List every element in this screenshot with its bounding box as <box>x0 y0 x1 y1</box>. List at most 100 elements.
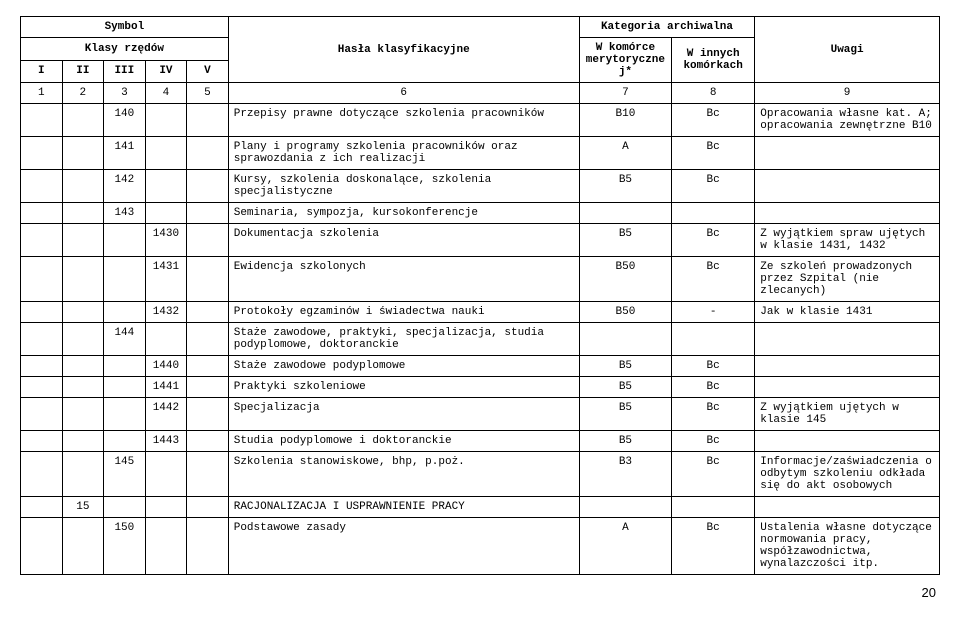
cell-c2 <box>62 452 104 497</box>
cell-c5 <box>187 497 229 518</box>
cell-c1 <box>21 518 63 575</box>
cell-kat-meryt <box>579 497 671 518</box>
table-row: 145Szkolenia stanowiskowe, bhp, p.poż.B3… <box>21 452 940 497</box>
cell-c3 <box>104 224 146 257</box>
colnum-2: 2 <box>62 83 104 104</box>
cell-c4: 1432 <box>145 302 187 323</box>
cell-c2 <box>62 257 104 302</box>
cell-c1 <box>21 497 63 518</box>
cell-description: Przepisy prawne dotyczące szkolenia prac… <box>228 104 579 137</box>
table-row: 140 Przepisy prawne dotyczące szkolenia p… <box>21 104 940 137</box>
cell-c1 <box>21 104 63 137</box>
table-body: 140 Przepisy prawne dotyczące szkolenia p… <box>21 104 940 575</box>
cell-c1 <box>21 356 63 377</box>
table-row: 150Podstawowe zasadyABcUstalenia własne … <box>21 518 940 575</box>
table-row: 142Kursy, szkolenia doskonalące, szkolen… <box>21 170 940 203</box>
colnum-4: 4 <box>145 83 187 104</box>
cell-description: Kursy, szkolenia doskonalące, szkolenia … <box>228 170 579 203</box>
cell-c4 <box>145 170 187 203</box>
colnum-6: 6 <box>228 83 579 104</box>
header-uwagi: Uwagi <box>755 17 940 83</box>
cell-c5 <box>187 398 229 431</box>
cell-description: RACJONALIZACJA I USPRAWNIENIE PRACY <box>228 497 579 518</box>
cell-remarks <box>755 203 940 224</box>
cell-kat-meryt: B3 <box>579 452 671 497</box>
cell-c2 <box>62 377 104 398</box>
cell-kat-meryt: B5 <box>579 398 671 431</box>
cell-kat-inne: Bc <box>672 431 755 452</box>
cell-kat-inne: Bc <box>672 398 755 431</box>
table-row: 1431Ewidencja szkolonychB50BcZe szkoleń … <box>21 257 940 302</box>
cell-description: Podstawowe zasady <box>228 518 579 575</box>
cell-c1 <box>21 323 63 356</box>
table-row: 1432Protokoły egzaminów i świadectwa nau… <box>21 302 940 323</box>
cell-c5 <box>187 356 229 377</box>
cell-c2 <box>62 323 104 356</box>
header-col-v: V <box>187 60 229 83</box>
cell-remarks: Jak w klasie 1431 <box>755 302 940 323</box>
cell-c5 <box>187 323 229 356</box>
cell-kat-inne: Bc <box>672 377 755 398</box>
cell-kat-meryt: B5 <box>579 377 671 398</box>
cell-remarks <box>755 170 940 203</box>
cell-kat-meryt: A <box>579 518 671 575</box>
cell-kat-inne: - <box>672 302 755 323</box>
table-row: 1443Studia podyplomowe i doktoranckieB5B… <box>21 431 940 452</box>
cell-c2 <box>62 302 104 323</box>
cell-remarks: Z wyjątkiem spraw ujętych w klasie 1431,… <box>755 224 940 257</box>
cell-c2 <box>62 170 104 203</box>
cell-c1 <box>21 137 63 170</box>
cell-description: Praktyki szkoleniowe <box>228 377 579 398</box>
colnum-7: 7 <box>579 83 671 104</box>
cell-c3 <box>104 497 146 518</box>
cell-c4 <box>145 104 187 137</box>
cell-c2 <box>62 104 104 137</box>
table-row: 144Staże zawodowe, praktyki, specjalizac… <box>21 323 940 356</box>
cell-c1 <box>21 302 63 323</box>
cell-remarks: Opracowania własne kat. A; opracowania z… <box>755 104 940 137</box>
cell-kat-inne: Bc <box>672 104 755 137</box>
cell-description: Staże zawodowe, praktyki, specjalizacja,… <box>228 323 579 356</box>
cell-kat-meryt: B10 <box>579 104 671 137</box>
cell-c3: 145 <box>104 452 146 497</box>
cell-kat-inne: Bc <box>672 224 755 257</box>
cell-c4: 1431 <box>145 257 187 302</box>
cell-remarks: Informacje/zaświadczenia o odbytym szkol… <box>755 452 940 497</box>
table-row: 143 Seminaria, sympozja, kursokonferencje <box>21 203 940 224</box>
cell-c5 <box>187 302 229 323</box>
cell-c4 <box>145 497 187 518</box>
cell-kat-inne: Bc <box>672 257 755 302</box>
cell-c3: 143 <box>104 203 146 224</box>
cell-c2 <box>62 518 104 575</box>
cell-c2 <box>62 398 104 431</box>
cell-c4 <box>145 137 187 170</box>
colnum-9: 9 <box>755 83 940 104</box>
cell-kat-meryt <box>579 203 671 224</box>
table-row: 1430Dokumentacja szkoleniaB5BcZ wyjątkie… <box>21 224 940 257</box>
header-col-iii: III <box>104 60 146 83</box>
header-col-iv: IV <box>145 60 187 83</box>
cell-c2 <box>62 203 104 224</box>
cell-c5 <box>187 203 229 224</box>
cell-kat-inne <box>672 203 755 224</box>
table-row: 1441 Praktyki szkolenioweB5Bc <box>21 377 940 398</box>
cell-c5 <box>187 518 229 575</box>
cell-remarks <box>755 377 940 398</box>
cell-c3: 140 <box>104 104 146 137</box>
cell-c1 <box>21 377 63 398</box>
colnum-5: 5 <box>187 83 229 104</box>
cell-kat-inne: Bc <box>672 356 755 377</box>
cell-c4 <box>145 323 187 356</box>
cell-kat-meryt <box>579 323 671 356</box>
cell-c4: 1441 <box>145 377 187 398</box>
cell-description: Seminaria, sympozja, kursokonferencje <box>228 203 579 224</box>
colnum-1: 1 <box>21 83 63 104</box>
colnum-8: 8 <box>672 83 755 104</box>
cell-kat-meryt: A <box>579 137 671 170</box>
header-kategoria: Kategoria archiwalna <box>579 17 754 38</box>
cell-description: Studia podyplomowe i doktoranckie <box>228 431 579 452</box>
header-komorka-meryt: W komórcemerytorycznej* <box>579 38 671 83</box>
cell-c5 <box>187 257 229 302</box>
cell-remarks: Z wyjątkiem ujętych w klasie 145 <box>755 398 940 431</box>
cell-c1 <box>21 203 63 224</box>
